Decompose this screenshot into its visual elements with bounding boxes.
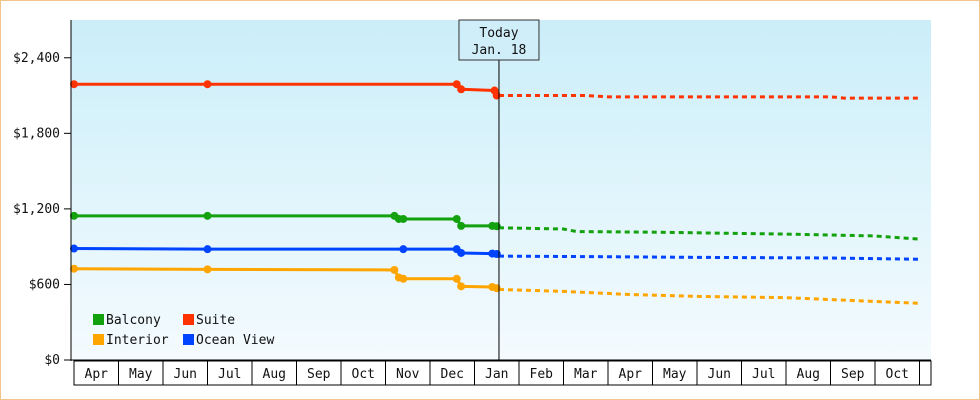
data-point: [452, 214, 461, 223]
x-tick-label: Aug: [263, 367, 286, 382]
data-point: [203, 211, 212, 220]
plot-area: [71, 20, 931, 360]
data-point: [70, 244, 78, 253]
series-interior: [70, 264, 920, 305]
data-point: [203, 265, 212, 274]
x-tick-label: Jun: [174, 367, 197, 382]
forecast-line: [498, 94, 920, 100]
today-marker: Today Jan. 18: [458, 19, 540, 360]
data-point: [452, 274, 461, 283]
data-point: [492, 250, 501, 259]
data-point: [70, 80, 78, 89]
forecast-line: [498, 287, 920, 305]
y-tick-label: $0: [44, 353, 60, 368]
forecast-line: [498, 254, 920, 261]
y-tick-label: $1,200: [13, 202, 60, 217]
legend-swatch: [93, 314, 104, 325]
x-tick-label: Feb: [530, 367, 554, 382]
forecast-line: [498, 226, 920, 241]
x-tick-label: Jul: [218, 367, 241, 382]
x-tick-label: Sep: [841, 367, 865, 382]
legend: Balcony Suite Interior Ocean View: [93, 313, 274, 348]
x-tick-label: May: [129, 367, 153, 382]
series-balcony: [70, 211, 920, 241]
x-tick-label: Sep: [307, 367, 331, 382]
y-axis-ticks: $0 $600 $1,200 $1,800 $2,400: [13, 51, 71, 368]
legend-swatch: [183, 314, 194, 325]
y-tick-label: $1,800: [13, 126, 60, 141]
y-tick-label: $2,400: [13, 51, 60, 66]
legend-item: Balcony: [93, 313, 161, 328]
legend-swatch: [183, 334, 194, 345]
today-date: Jan. 18: [472, 43, 527, 58]
data-point: [70, 211, 78, 220]
x-axis-box: [73, 360, 932, 386]
series-layer: [70, 80, 920, 305]
series-ocean-view: [70, 244, 920, 261]
legend-item: Interior: [93, 333, 169, 348]
series-suite: [70, 80, 920, 100]
x-tick-label: Nov: [396, 367, 420, 382]
legend-item: Ocean View: [183, 333, 274, 348]
x-tick-label: Jul: [752, 367, 775, 382]
data-point: [399, 245, 408, 254]
data-point: [390, 265, 399, 274]
data-point: [457, 221, 466, 230]
data-point: [492, 222, 501, 231]
x-tick-label: Oct: [352, 367, 375, 382]
data-point: [203, 245, 212, 254]
y-tick-label: $600: [29, 277, 60, 292]
data-point: [399, 274, 408, 283]
legend-item: Suite: [183, 313, 235, 328]
legend-swatch: [93, 334, 104, 345]
legend-label: Ocean View: [196, 333, 274, 348]
data-point: [457, 85, 466, 94]
x-tick-label: Mar: [574, 367, 598, 382]
legend-label: Interior: [106, 333, 169, 348]
x-tick-label: Dec: [441, 367, 464, 382]
data-point: [203, 80, 212, 89]
today-label: Today: [479, 26, 518, 41]
x-tick-label: Jan: [485, 367, 508, 382]
data-point: [457, 248, 466, 257]
x-tick-label: Jun: [708, 367, 731, 382]
data-point: [457, 282, 466, 291]
today-box: [458, 19, 540, 61]
x-axis-ticks: Apr May Jun Jul Aug Sep Oct Nov Dec Jan Feb Mar Apr M…: [73, 360, 932, 386]
x-tick-label: Apr: [619, 367, 643, 382]
legend-label: Balcony: [106, 313, 161, 328]
x-tick-label: Apr: [85, 367, 109, 382]
data-point: [492, 284, 501, 293]
data-point: [399, 214, 408, 223]
x-tick-label: May: [663, 367, 687, 382]
x-tick-label: Oct: [886, 367, 909, 382]
data-point: [492, 91, 501, 100]
data-point: [70, 264, 78, 273]
legend-label: Suite: [196, 313, 235, 328]
x-tick-label: Aug: [797, 367, 820, 382]
